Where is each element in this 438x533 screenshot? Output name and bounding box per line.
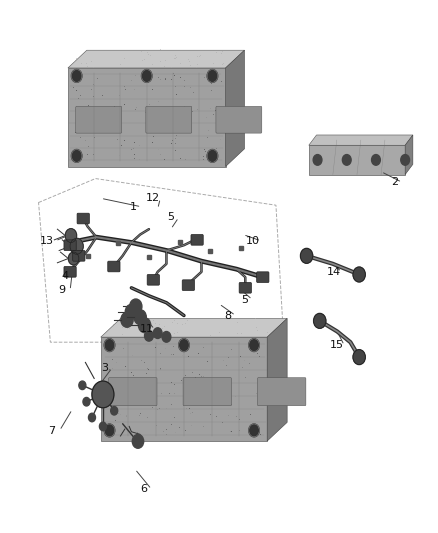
Circle shape <box>130 299 142 314</box>
FancyBboxPatch shape <box>64 266 76 277</box>
Circle shape <box>153 328 162 338</box>
Circle shape <box>179 339 189 352</box>
Circle shape <box>207 69 218 83</box>
Circle shape <box>99 422 106 431</box>
Circle shape <box>207 149 218 162</box>
FancyBboxPatch shape <box>64 240 76 251</box>
Polygon shape <box>68 50 244 68</box>
Circle shape <box>141 69 152 83</box>
Text: 15: 15 <box>329 341 343 350</box>
Text: 14: 14 <box>327 267 341 277</box>
Circle shape <box>145 330 153 341</box>
FancyBboxPatch shape <box>146 107 192 133</box>
Circle shape <box>71 149 82 162</box>
Text: 4: 4 <box>61 271 68 281</box>
Circle shape <box>68 252 79 265</box>
FancyBboxPatch shape <box>239 282 251 293</box>
Circle shape <box>162 332 171 342</box>
Circle shape <box>249 339 259 352</box>
Text: 5: 5 <box>167 213 174 222</box>
Circle shape <box>88 413 95 422</box>
Circle shape <box>71 69 82 83</box>
Circle shape <box>70 238 83 254</box>
Circle shape <box>314 313 326 328</box>
Polygon shape <box>309 135 413 145</box>
Circle shape <box>313 155 322 165</box>
Circle shape <box>111 407 118 415</box>
Circle shape <box>92 381 114 408</box>
Polygon shape <box>405 135 413 175</box>
Circle shape <box>104 424 115 437</box>
Polygon shape <box>68 68 226 166</box>
Circle shape <box>401 155 410 165</box>
Circle shape <box>132 434 144 448</box>
Text: 2: 2 <box>391 177 398 187</box>
Circle shape <box>79 381 86 390</box>
Text: 6: 6 <box>140 484 147 494</box>
FancyBboxPatch shape <box>216 107 262 133</box>
Text: 9: 9 <box>59 286 66 295</box>
Circle shape <box>83 398 90 406</box>
Polygon shape <box>101 337 267 441</box>
Text: 12: 12 <box>145 193 159 203</box>
Text: 3: 3 <box>101 363 108 373</box>
FancyBboxPatch shape <box>182 280 194 290</box>
Circle shape <box>121 312 133 327</box>
Circle shape <box>371 155 380 165</box>
Circle shape <box>125 304 138 319</box>
Circle shape <box>104 339 115 352</box>
Text: 1: 1 <box>130 202 137 212</box>
Circle shape <box>65 229 77 243</box>
Circle shape <box>249 424 259 437</box>
Polygon shape <box>309 145 405 175</box>
Circle shape <box>343 155 351 165</box>
Text: 13: 13 <box>40 236 54 246</box>
Polygon shape <box>101 318 287 337</box>
FancyBboxPatch shape <box>147 274 159 285</box>
FancyBboxPatch shape <box>73 251 85 261</box>
FancyBboxPatch shape <box>183 377 231 406</box>
Circle shape <box>353 267 365 282</box>
Polygon shape <box>226 50 244 166</box>
Text: 8: 8 <box>224 311 231 320</box>
FancyBboxPatch shape <box>191 235 203 245</box>
FancyBboxPatch shape <box>76 107 122 133</box>
FancyBboxPatch shape <box>108 261 120 272</box>
Circle shape <box>138 318 151 333</box>
Circle shape <box>300 248 313 263</box>
FancyBboxPatch shape <box>77 213 89 224</box>
Polygon shape <box>267 318 287 441</box>
Circle shape <box>353 350 365 365</box>
Text: 7: 7 <box>48 426 55 435</box>
FancyBboxPatch shape <box>258 377 306 406</box>
FancyBboxPatch shape <box>257 272 269 282</box>
Text: 5: 5 <box>241 295 248 304</box>
Circle shape <box>134 310 146 325</box>
Text: 10: 10 <box>246 236 260 246</box>
Text: 11: 11 <box>140 325 154 334</box>
FancyBboxPatch shape <box>109 377 157 406</box>
